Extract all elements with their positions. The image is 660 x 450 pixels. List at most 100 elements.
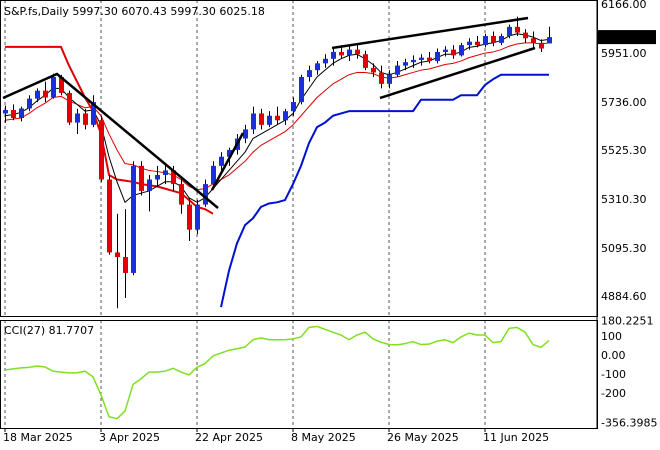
candle-body [11,110,16,119]
candle-body [267,115,272,125]
trend-line [331,16,529,50]
candle-body [195,204,200,230]
candle-body [467,41,472,46]
candle-body [531,38,536,43]
candle-body [35,90,40,99]
candle-body [323,58,328,64]
x-tick-label: 18 Mar 2025 [3,431,73,444]
y-tick-label: 6166.00 [601,0,647,11]
y-tick-label: 4884.60 [601,290,647,303]
y-tick-label: 0.00 [601,349,626,362]
candle-body [59,77,64,93]
candle-body [427,57,432,62]
x-tick-label: 11 Jun 2025 [483,431,549,444]
x-tick-label: 22 Apr 2025 [195,431,263,444]
candle-body [283,111,288,121]
y-tick-label: -356.3985 [601,417,657,430]
candle-body [547,37,552,44]
cci-title: CCI(27) 81.7707 [4,324,94,337]
y-tick-label: -100 [601,368,626,381]
y-tick-label: 5095.30 [601,242,647,255]
candle-body [75,113,80,123]
candle-body [403,62,408,66]
candle-body [507,26,512,36]
candle-body [475,41,480,46]
candle-body [131,165,136,273]
candle-body [347,49,352,56]
candle-body [3,110,8,114]
y-tick-label: 5951.00 [601,47,647,60]
candle-body [163,170,168,175]
candle-body [539,42,544,49]
cci-panel-border [0,320,598,429]
candle-body [115,252,120,257]
candle-body [179,184,184,205]
candle-body [435,51,440,62]
candle-body [459,45,464,56]
candle-body [51,77,56,98]
x-tick-label: 3 Apr 2025 [99,431,160,444]
candle-body [491,35,496,43]
candle-body [243,129,248,139]
current-price-label: 6025.18 [601,30,647,43]
candle-body [379,72,384,84]
candle-body [251,113,256,130]
indicator-line [5,45,214,215]
candle-body [171,170,176,185]
x-tick-label: 26 May 2025 [387,431,459,444]
candle-body [155,174,160,180]
candle-body [339,51,344,56]
candle-body [395,65,400,75]
current-price-box [598,30,656,45]
candle-body [83,113,88,125]
y-tick-label: 100 [601,330,622,343]
candle-body [331,51,336,59]
candle-body [107,179,112,253]
candle-body [203,184,208,205]
candle-body [299,77,304,103]
indicator-line [220,73,549,308]
candle-body [291,102,296,112]
candle-body [67,92,72,123]
candle-body [19,108,24,119]
indicator-line [4,325,550,420]
candle-body [147,179,152,191]
candle-body [411,59,416,63]
candle-body [259,113,264,125]
candle-body [515,26,520,33]
y-tick-label: 5736.00 [601,96,647,109]
main-panel-border [0,0,598,317]
candle-body [91,102,96,125]
candle-body [139,165,144,191]
candle-body [99,120,104,180]
candle-body [211,165,216,185]
trend-line [2,72,219,209]
candle-body [227,149,232,157]
candle-body [27,98,32,109]
candle-body [451,49,456,56]
candle-body [275,115,280,121]
candle-body [355,49,360,55]
y-tick-label: 5310.30 [601,193,647,206]
candle-body [219,156,224,166]
candle-body [443,49,448,52]
trend-line [379,46,536,100]
x-tick-label: 8 May 2025 [291,431,356,444]
candle-body [371,67,376,73]
candle-body [499,35,504,43]
y-tick-label: -200 [601,387,626,400]
candle-body [363,54,368,68]
candle-body [523,32,528,39]
chart-title: S&P.fs,Daily 5997.30 6070.43 5997.30 602… [4,5,265,18]
candle-body [387,74,392,84]
candle-body [43,90,48,98]
candle-body [307,70,312,78]
marks-layer [3,16,552,420]
candle-body [187,204,192,230]
y-tick-label: 180.2251 [601,315,654,328]
candle-body [483,35,488,46]
y-tick-label: 5525.30 [601,144,647,157]
